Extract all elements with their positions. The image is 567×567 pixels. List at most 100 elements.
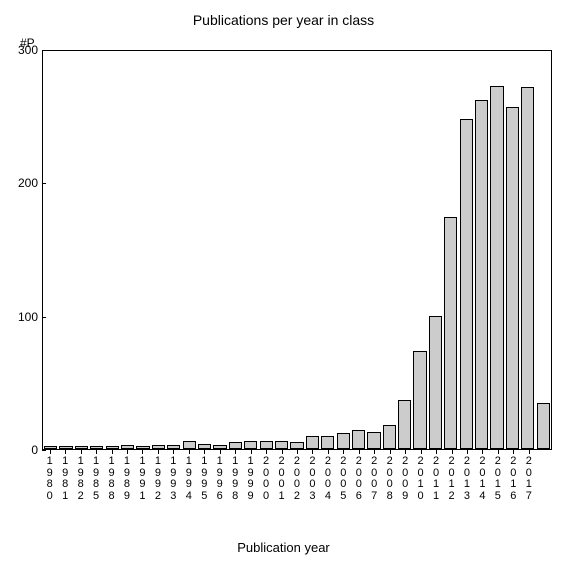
- x-tick-label: 1994: [184, 456, 194, 502]
- x-tick-slot: 2015: [490, 450, 505, 520]
- bar-slot: [228, 51, 243, 449]
- x-tick-slot: 1981: [57, 450, 72, 520]
- x-tick-label: 2009: [400, 456, 410, 502]
- x-tick-mark: [158, 450, 159, 454]
- bar-slot: [243, 51, 258, 449]
- bar-slot: [520, 51, 535, 449]
- bar: [306, 436, 319, 449]
- x-tick-slot: 2007: [367, 450, 382, 520]
- x-ticks: 1980198119821985198819891991199219931994…: [42, 450, 552, 520]
- bar: [229, 442, 242, 449]
- bar: [121, 445, 134, 449]
- bar: [398, 400, 411, 449]
- bar: [152, 445, 165, 449]
- x-tick-mark: [189, 450, 190, 454]
- x-tick-mark: [297, 450, 298, 454]
- x-tick-slot: 1995: [197, 450, 212, 520]
- bar: [59, 446, 72, 449]
- bar-slot: [166, 51, 181, 449]
- x-tick-mark: [235, 450, 236, 454]
- bar: [75, 446, 88, 449]
- bar-slot: [412, 51, 427, 449]
- x-tick-label: 2013: [462, 456, 472, 502]
- bar: [44, 446, 57, 449]
- x-tick-label: 1988: [107, 456, 117, 502]
- x-tick-mark: [127, 450, 128, 454]
- y-tick-label: 300: [18, 43, 38, 57]
- x-tick-mark: [220, 450, 221, 454]
- x-tick-slot: 2001: [274, 450, 289, 520]
- x-tick-mark: [328, 450, 329, 454]
- bar-slot: [489, 51, 504, 449]
- x-tick-slot: 1991: [135, 450, 150, 520]
- bar: [337, 433, 350, 449]
- bar-slot: [151, 51, 166, 449]
- bar: [321, 436, 334, 449]
- x-tick-slot: 1985: [88, 450, 103, 520]
- bar: [106, 446, 119, 449]
- bar-slot: [58, 51, 73, 449]
- x-tick-label: 2015: [493, 456, 503, 502]
- bar: [413, 351, 426, 449]
- x-tick-slot: 2002: [289, 450, 304, 520]
- x-tick-mark: [96, 450, 97, 454]
- bar-slot: [43, 51, 58, 449]
- x-tick-mark: [436, 450, 437, 454]
- bar-slot: [335, 51, 350, 449]
- bar-slot: [443, 51, 458, 449]
- x-tick-slot: 2008: [382, 450, 397, 520]
- bar: [383, 425, 396, 449]
- x-tick-mark: [482, 450, 483, 454]
- x-tick-slot: 1993: [166, 450, 181, 520]
- x-tick-slot: 1989: [119, 450, 134, 520]
- bar: [367, 432, 380, 449]
- x-tick-mark: [529, 450, 530, 454]
- x-tick-mark: [81, 450, 82, 454]
- x-tick-slot: 2016: [506, 450, 521, 520]
- bars-group: [43, 51, 551, 449]
- x-tick-label: 2006: [354, 456, 364, 502]
- bar: [90, 446, 103, 449]
- y-tick-label: 200: [18, 176, 38, 190]
- x-tick-slot: 1996: [212, 450, 227, 520]
- x-tick-mark: [65, 450, 66, 454]
- x-axis-label: Publication year: [0, 540, 567, 555]
- bar-slot: [474, 51, 489, 449]
- bar-slot: [212, 51, 227, 449]
- x-tick-mark: [343, 450, 344, 454]
- x-tick-mark: [204, 450, 205, 454]
- bar: [260, 441, 273, 449]
- x-tick-slot: 2010: [413, 450, 428, 520]
- x-tick-mark: [50, 450, 51, 454]
- bar-slot: [505, 51, 520, 449]
- bar-slot: [305, 51, 320, 449]
- x-tick-slot: 2004: [320, 450, 335, 520]
- bar: [167, 445, 180, 449]
- bar: [429, 316, 442, 449]
- x-tick-label: 1989: [122, 456, 132, 502]
- x-tick-slot: 1980: [42, 450, 57, 520]
- bar-slot: [105, 51, 120, 449]
- x-tick-label: 2005: [338, 456, 348, 502]
- bar-slot: [274, 51, 289, 449]
- bar: [244, 441, 257, 449]
- bar: [275, 441, 288, 449]
- bar-slot: [320, 51, 335, 449]
- y-tick-label: 0: [31, 443, 38, 457]
- x-tick-label: 2001: [277, 456, 287, 502]
- x-tick-label: 2002: [292, 456, 302, 502]
- x-tick-label: 1995: [199, 456, 209, 502]
- x-tick-mark: [112, 450, 113, 454]
- x-tick-mark: [452, 450, 453, 454]
- x-tick-mark: [374, 450, 375, 454]
- x-tick-slot: 1994: [181, 450, 196, 520]
- x-tick-mark: [251, 450, 252, 454]
- x-tick-mark: [173, 450, 174, 454]
- x-tick-label: 1999: [246, 456, 256, 502]
- x-tick-mark: [467, 450, 468, 454]
- x-tick-label: 1980: [45, 456, 55, 502]
- x-tick-slot: 2012: [444, 450, 459, 520]
- chart-title: Publications per year in class: [0, 12, 567, 28]
- x-tick-mark: [266, 450, 267, 454]
- x-tick-label: 2016: [508, 456, 518, 502]
